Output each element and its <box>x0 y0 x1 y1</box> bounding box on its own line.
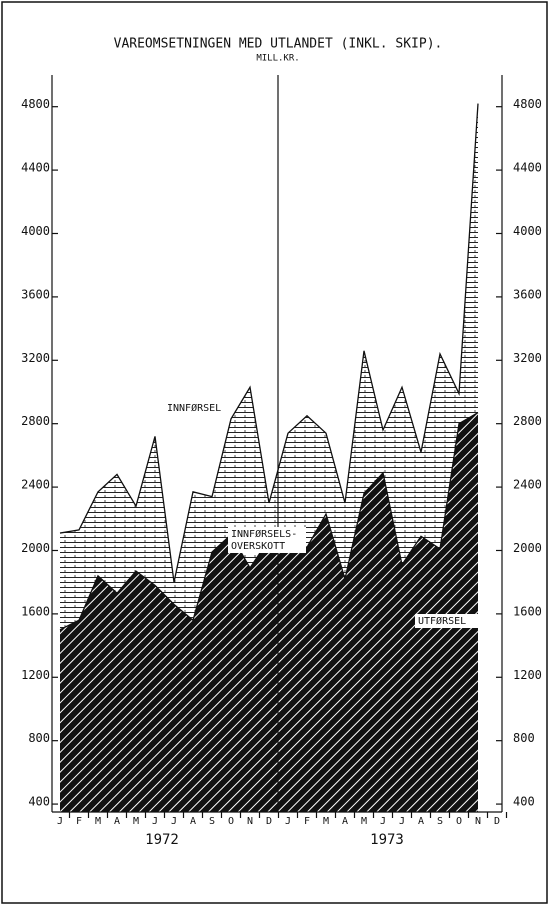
y-tick-label-right: 1200 <box>513 668 542 682</box>
x-tick-label: M <box>323 816 329 827</box>
y-tick-label-right: 3200 <box>513 351 542 365</box>
y-tick-label: 1200 <box>21 668 50 682</box>
y-tick-label-right: 4800 <box>513 97 542 111</box>
area-line <box>59 103 479 583</box>
year-label: 1972 <box>145 832 179 848</box>
x-tick-label: M <box>133 816 139 827</box>
y-tick-label: 2800 <box>21 414 50 428</box>
year-label: 1973 <box>370 832 404 848</box>
y-tick-label-right: 4000 <box>513 224 542 238</box>
x-tick-label: F <box>76 816 82 827</box>
annotation: INNFØRSELS- <box>231 528 297 540</box>
y-tick-label-right: 400 <box>513 795 535 809</box>
chart-subtitle: MILL.KR. <box>256 54 299 64</box>
x-tick-label: N <box>475 816 481 827</box>
label-bg <box>228 527 306 553</box>
x-tick-label: J <box>171 816 177 827</box>
y-tick-label: 800 <box>28 731 50 745</box>
y-tick-label: 2400 <box>21 478 50 492</box>
y-tick-label: 3200 <box>21 351 50 365</box>
y-tick-label-right: 4400 <box>513 161 542 175</box>
y-tick-label-right: 2000 <box>513 541 542 555</box>
label-bg <box>415 614 479 628</box>
y-tick-label-right: 1600 <box>513 604 542 618</box>
y-tick-label: 4400 <box>21 161 50 175</box>
x-tick-label: A <box>190 816 196 827</box>
series-label: UTFØRSEL <box>418 615 466 627</box>
y-tick-label: 4800 <box>21 97 50 111</box>
x-tick-label: M <box>95 816 101 827</box>
y-tick-label: 4000 <box>21 224 50 238</box>
area-fill <box>60 412 478 812</box>
y-tick-label-right: 2800 <box>513 414 542 428</box>
x-tick-label: A <box>114 816 120 827</box>
y-tick-label: 400 <box>28 795 50 809</box>
x-tick-label: J <box>399 816 405 827</box>
x-tick-label: D <box>266 816 272 827</box>
x-tick-label: A <box>342 816 348 827</box>
x-tick-label: J <box>152 816 158 827</box>
chart-title: VAREOMSETNINGEN MED UTLANDET (INKL. SKIP… <box>114 37 443 52</box>
x-tick-label: M <box>361 816 367 827</box>
y-tick-label-right: 3600 <box>513 287 542 301</box>
x-tick-label: N <box>247 816 253 827</box>
x-tick-label: S <box>437 816 443 827</box>
y-tick-label: 2000 <box>21 541 50 555</box>
series-label: INNFØRSEL <box>167 402 221 414</box>
x-tick-label: O <box>228 816 234 827</box>
x-tick-label: J <box>57 816 63 827</box>
y-tick-label: 1600 <box>21 604 50 618</box>
x-tick-label: J <box>285 816 291 827</box>
x-tick-label: J <box>380 816 386 827</box>
x-tick-label: S <box>209 816 215 827</box>
x-tick-label: A <box>418 816 424 827</box>
y-tick-label: 3600 <box>21 287 50 301</box>
label-bg <box>165 402 227 414</box>
x-tick-label: O <box>456 816 462 827</box>
x-tick-label: D <box>494 816 500 827</box>
y-tick-label-right: 800 <box>513 731 535 745</box>
x-tick-label: F <box>304 816 310 827</box>
annotation: OVERSKOTT <box>231 541 285 552</box>
y-tick-label-right: 2400 <box>513 478 542 492</box>
